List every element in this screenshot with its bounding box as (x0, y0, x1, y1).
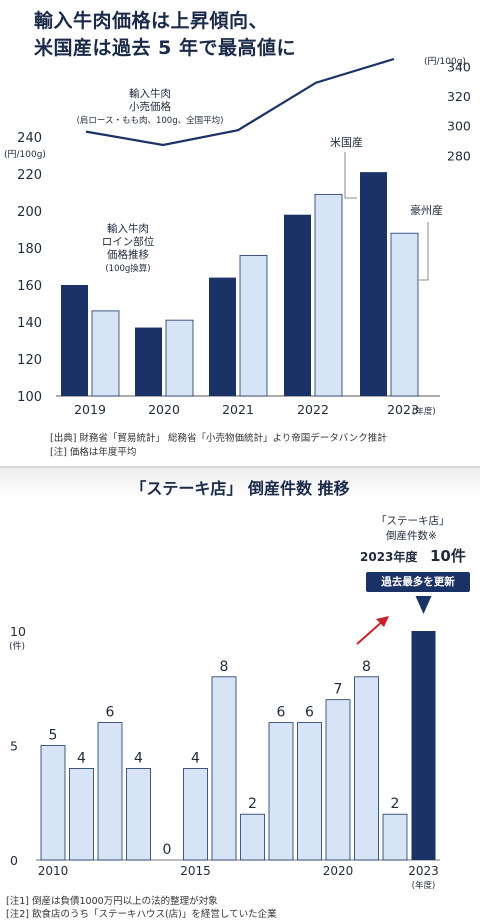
line-y-tick-label: 320 (447, 89, 471, 104)
y-tick-label: 160 (17, 279, 42, 294)
headline-line-2: 米国産は過去 5 年で最高値に (34, 37, 296, 59)
bar-2015 (183, 767, 208, 861)
y-tick-label: 220 (17, 168, 42, 183)
line-y-tick-label: 280 (447, 148, 471, 163)
bar-series-label: (100g換算) (105, 263, 150, 274)
x-tick-label: 2023 (387, 402, 419, 417)
bar-series-label: ロイン部位 (102, 235, 155, 248)
bar-2011 (69, 767, 94, 861)
annotation-year: 2023年度 (360, 550, 418, 564)
bar-2022 (382, 813, 408, 861)
bar-au-2021 (239, 254, 268, 397)
price-chart-panel: 輸入牛肉価格は上昇傾向、 米国産は過去 5 年で最高値に 100 120 140 16… (4, 10, 471, 458)
bar-us-2020 (135, 327, 162, 396)
bar-2010 (40, 745, 66, 861)
data-label-2017: 2 (248, 796, 257, 812)
annotation-count: 10件 (430, 547, 466, 565)
data-label-2010: 5 (49, 728, 58, 744)
bar-au-2022 (314, 193, 343, 397)
bar-2020 (325, 699, 351, 861)
bar-2023 (411, 631, 436, 860)
price-chart: 100 120 140 160 180 200 220 240 (円/100g) 2019 2020… (4, 56, 471, 417)
bar-us-2019 (61, 285, 88, 396)
bar-au-2019 (91, 310, 120, 397)
y-tick-label: 240 (17, 131, 42, 146)
callout-us-leader (344, 152, 357, 199)
bar-2013 (126, 767, 151, 861)
data-label-2011: 4 (77, 750, 86, 766)
y-tick-label: 5 (10, 739, 18, 754)
y-unit-label: (円/100g) (4, 149, 46, 160)
bar-us-2023 (360, 172, 387, 396)
y-tick-label: 200 (17, 205, 42, 220)
annotation-name-line-2: 倒産件数※ (386, 530, 437, 542)
trend-arrow-head (376, 616, 389, 627)
line-series-label: 輸入牛肉 (129, 87, 171, 100)
bar-au-2020 (165, 319, 194, 397)
data-label-2015: 4 (191, 750, 200, 766)
headline-line-1: 輸入牛肉価格は上昇傾向、 (34, 10, 269, 32)
line-y-tick-label: 340 (447, 59, 471, 74)
line-y-unit-label: (円/100g) (424, 56, 466, 67)
data-label-2014: 0 (163, 842, 172, 858)
line-y-tick-label: 300 (447, 119, 471, 134)
callout-au-leader (419, 222, 429, 281)
callout-au: 豪州産 (410, 203, 443, 217)
callout-us: 米国産 (330, 136, 363, 149)
y-tick-label: 180 (17, 242, 42, 257)
x-tick-label: 2022 (297, 402, 329, 417)
x-tick-label: 2020 (148, 402, 180, 417)
x-tick-label: 2019 (74, 402, 106, 417)
x-tick-label: 2010 (38, 864, 69, 878)
footnote-2: [注2] 飲食店のうち「ステーキハウス(店)」を経営していた企業 (6, 909, 277, 920)
x-tick-label: 2023 (408, 864, 439, 878)
x-tick-label: 2015 (180, 864, 211, 878)
y-tick-label: 120 (17, 353, 42, 368)
y-tick-label: 140 (17, 316, 42, 331)
bar-us-2021 (209, 277, 236, 396)
bar-2021 (354, 676, 379, 861)
data-label-2019: 6 (305, 705, 314, 721)
bar-2012 (97, 722, 123, 861)
data-label-2020: 7 (334, 682, 343, 698)
line-series-label: (肩ロース・もも肉、100g、全国平均) (77, 115, 224, 126)
x-tick-label: 2020 (323, 864, 354, 878)
data-label-2012: 6 (106, 705, 115, 721)
bankruptcy-chart-panel: 0 5 10 (件) 5 4 6 4 0 4 8 2 6 6 7 8 2 2010 2015 2020 2023 (年度) (0, 468, 480, 920)
data-label-2021: 8 (362, 659, 371, 675)
bar-series-label: 価格推移 (107, 248, 149, 261)
x-unit-label: (年度) (412, 880, 436, 891)
bar-2018 (268, 722, 294, 861)
data-label-2013: 4 (134, 750, 143, 766)
bankruptcy-chart-title: 「ステーキ店」 倒産件数 推移 (130, 479, 350, 498)
source-note: [出典] 財務省「貿易統計」 総務省「小売物価統計」より帝国データバンク推計 (50, 433, 387, 444)
y-tick-label: 0 (10, 853, 18, 868)
bar-2017 (240, 813, 265, 861)
y-unit-label: (件) (9, 640, 25, 652)
y-tick-label: 100 (17, 390, 42, 405)
bar-au-2023 (390, 232, 419, 397)
record-high-badge: 過去最多を更新 (366, 572, 470, 592)
bar-series-label: 輸入牛肉 (107, 222, 149, 235)
data-label-2022: 2 (391, 796, 400, 812)
price-note: [注] 価格は年度平均 (50, 447, 137, 458)
data-label-2018: 6 (277, 705, 286, 721)
x-unit-label: (年度) (412, 406, 436, 417)
badge-pointer (415, 596, 432, 614)
footnote-1: [注1] 倒産は負債1000万円以上の法的整理が対象 (6, 896, 218, 907)
y-tick-label: 10 (10, 624, 26, 639)
data-label-2016: 8 (220, 659, 229, 675)
bar-us-2022 (284, 214, 311, 396)
line-series-label: 小売価格 (129, 100, 171, 113)
annotation-name-line-1: 「ステーキ店」 (376, 515, 450, 527)
bar-2016 (211, 676, 237, 861)
x-tick-label: 2021 (222, 402, 254, 417)
bar-2019 (297, 722, 322, 861)
bankruptcy-chart: 0 5 10(件) 5 4 6 4 0 4 8 2 6 6 7 8 2 2010 2015 2020 2023 (年度) (9, 596, 440, 891)
trend-arrow (356, 619, 385, 645)
